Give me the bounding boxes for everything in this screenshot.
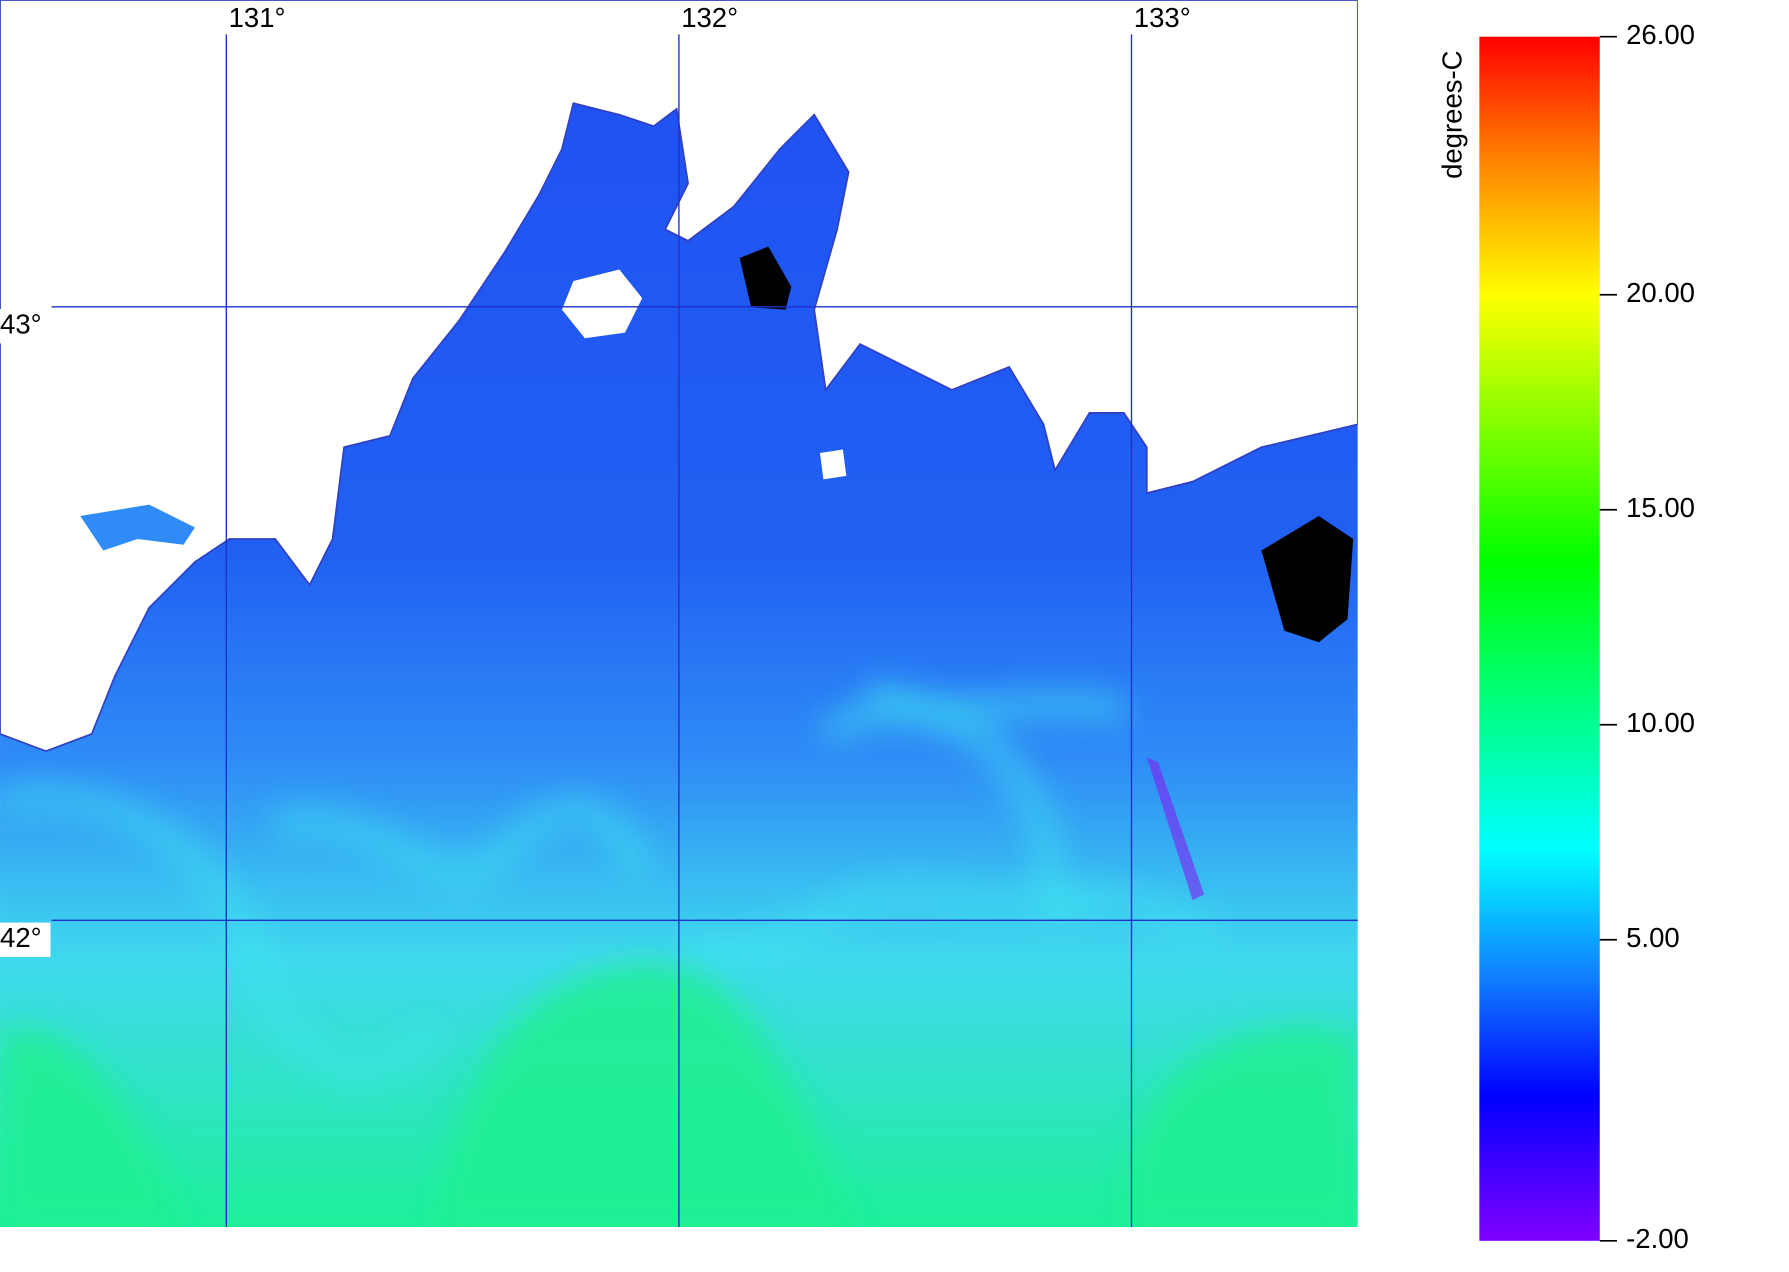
warm-patch xyxy=(0,1028,184,1228)
colorbar-tick-label: 20.00 xyxy=(1626,277,1695,308)
island xyxy=(819,449,847,480)
colorbar-tick-label: 15.00 xyxy=(1626,492,1695,523)
warm-patch xyxy=(435,963,872,1228)
warm-water xyxy=(0,963,1358,1228)
latitude-label: 43° xyxy=(0,309,42,340)
eddy xyxy=(682,878,1224,964)
eddy xyxy=(0,786,445,1084)
colorbar-tick-label: -2.00 xyxy=(1626,1223,1689,1254)
latitude-label-bg xyxy=(0,309,51,344)
colorbar-tick-label: 10.00 xyxy=(1626,707,1695,738)
island xyxy=(561,269,643,339)
latitude-label-bg xyxy=(0,922,51,957)
colorbar-label: degrees-C xyxy=(1436,50,1467,178)
eddies xyxy=(0,677,1224,1084)
latitude-label: 42° xyxy=(0,922,42,953)
colorbar-tick-label: 26.00 xyxy=(1626,19,1695,50)
colorbar-ticks: 26.00 20.00 15.00 10.00 5.00 -2.00 xyxy=(1599,19,1695,1254)
longitude-label: 132° xyxy=(681,2,738,33)
cold-patch xyxy=(739,246,792,310)
graticule: 131° 132° 133° 43° 42° xyxy=(0,2,1358,1228)
colorbar-tick-label: 5.00 xyxy=(1626,922,1680,953)
longitude-label: 131° xyxy=(229,2,286,33)
warm-patch xyxy=(1123,1027,1358,1228)
colorbar xyxy=(1479,36,1600,1241)
cold-patch xyxy=(1261,516,1354,643)
lagoon xyxy=(80,504,195,551)
land xyxy=(0,0,1358,753)
eddy xyxy=(272,798,654,888)
eddy xyxy=(864,677,1127,724)
cold-patch xyxy=(1146,756,1205,901)
longitude-label: 133° xyxy=(1134,2,1191,33)
